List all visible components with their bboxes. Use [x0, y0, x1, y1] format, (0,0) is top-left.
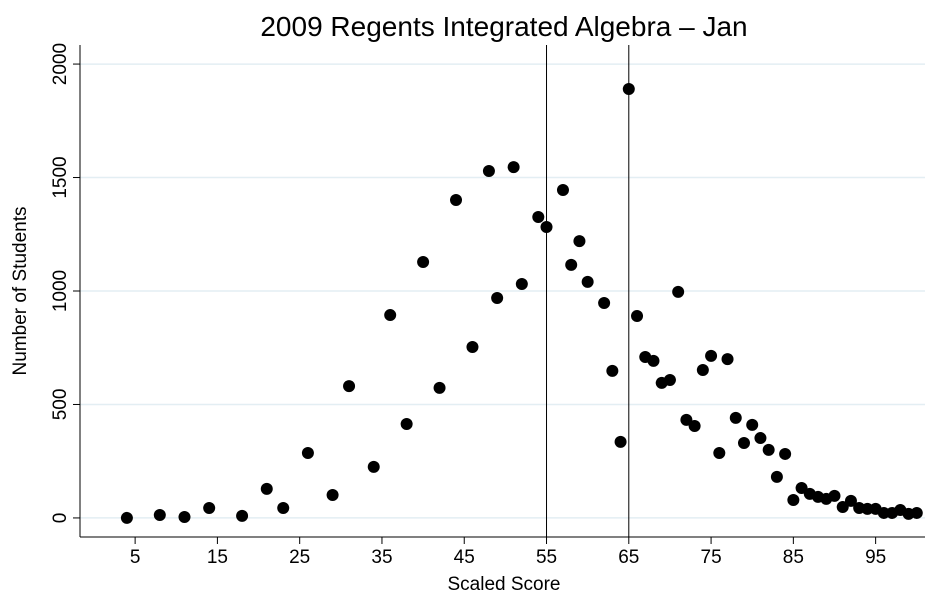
point	[433, 381, 446, 394]
x-tick-label: 65	[618, 547, 639, 568]
chart-title: 2009 Regents Integrated Algebra – Jan	[260, 11, 747, 42]
point	[573, 235, 586, 248]
point	[491, 292, 504, 305]
point	[713, 447, 726, 460]
point	[343, 380, 356, 393]
y-tick-label: 1500	[50, 156, 71, 198]
point	[236, 509, 249, 522]
point	[779, 447, 792, 460]
point	[153, 508, 166, 521]
y-axis-label: Number of Students	[10, 207, 31, 376]
x-tick-label: 75	[701, 547, 722, 568]
point	[540, 221, 553, 234]
point	[556, 184, 569, 197]
x-tick-label: 35	[371, 547, 392, 568]
point	[910, 506, 923, 519]
point	[614, 435, 627, 448]
x-axis-label: Scaled Score	[447, 574, 560, 595]
point	[836, 501, 849, 514]
point	[598, 297, 611, 310]
point	[746, 418, 759, 431]
x-tick-label: 25	[289, 547, 310, 568]
x-tick-label: 95	[865, 547, 886, 568]
point	[680, 413, 693, 426]
point	[828, 489, 841, 502]
point	[787, 494, 800, 507]
point	[507, 161, 520, 174]
point	[466, 341, 479, 354]
point	[400, 417, 413, 430]
point	[762, 443, 775, 456]
point	[260, 482, 273, 495]
point	[417, 255, 430, 268]
point	[178, 511, 191, 524]
point	[384, 309, 397, 322]
x-tick-label: 85	[783, 547, 804, 568]
x-tick-label: 55	[536, 547, 557, 568]
y-tick-label: 0	[50, 513, 71, 524]
point	[696, 363, 709, 376]
y-tick-label: 2000	[50, 43, 71, 85]
point	[565, 258, 578, 271]
point	[450, 193, 463, 206]
point	[844, 494, 857, 507]
point	[721, 353, 734, 366]
point	[301, 447, 314, 460]
point	[754, 432, 767, 445]
point	[663, 373, 676, 386]
point	[861, 502, 874, 515]
point	[877, 506, 890, 519]
point	[729, 411, 742, 424]
point	[688, 420, 701, 433]
x-tick-label: 45	[454, 547, 475, 568]
point	[482, 164, 495, 177]
point	[622, 83, 635, 96]
point	[606, 364, 619, 377]
point	[203, 501, 216, 514]
point	[581, 275, 594, 288]
point	[647, 354, 660, 367]
y-tick-label: 1000	[50, 270, 71, 312]
point	[705, 349, 718, 362]
point	[770, 470, 783, 483]
point	[672, 285, 685, 298]
x-tick-label: 5	[130, 547, 141, 568]
point	[120, 511, 133, 524]
point	[737, 437, 750, 450]
point	[277, 501, 290, 514]
point	[326, 489, 339, 502]
x-tick-label: 15	[207, 547, 228, 568]
point	[631, 309, 644, 322]
point	[367, 460, 380, 473]
y-tick-label: 500	[50, 389, 71, 421]
point	[532, 211, 545, 224]
point	[515, 277, 528, 290]
